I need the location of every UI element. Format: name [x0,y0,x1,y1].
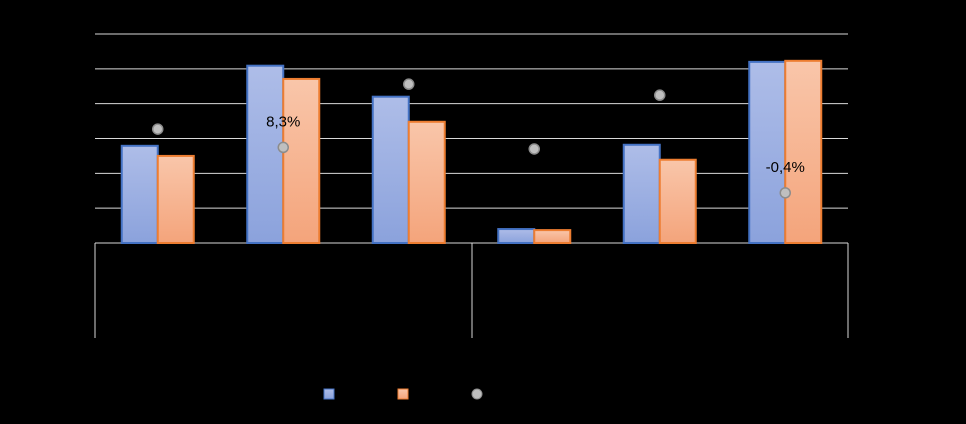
bar [658,158,697,244]
dot [403,78,415,90]
dot [277,141,289,154]
y-tick-label: 1 [79,199,87,216]
dot [528,143,540,155]
bar [748,60,787,244]
legend-marker [471,388,483,400]
y-tick-label: 6 [79,25,87,42]
legend-marker [397,388,409,400]
bar [120,144,159,244]
bar [156,154,195,245]
bar [784,59,823,244]
bar [246,64,285,244]
dot [779,187,791,199]
y-tick-label: 5 [79,60,87,77]
bar [282,77,321,244]
data-label: 8,3% [266,113,300,130]
y-tick-label: 4 [79,95,87,112]
y-tick-label: 3 [79,129,87,146]
bar [533,229,572,244]
legend-marker [323,388,335,400]
dot [152,123,164,135]
bar [371,95,410,244]
y-tick-label: 0 [79,234,87,251]
data-label: -0,4% [766,159,805,176]
bar [622,143,661,245]
y-tick-label: 2 [79,164,87,181]
bar [497,228,536,244]
dot [654,89,666,101]
bar [407,120,446,244]
